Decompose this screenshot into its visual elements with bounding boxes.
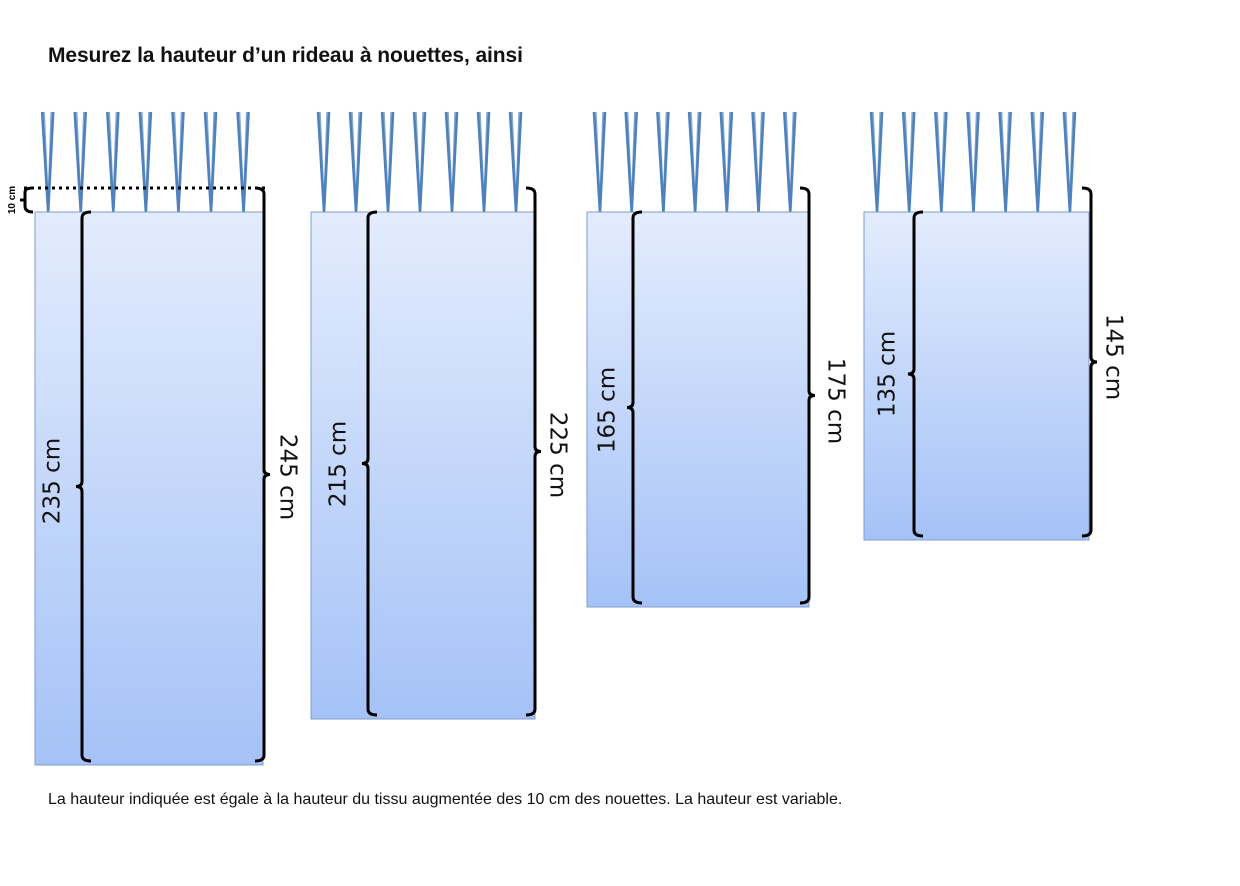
fabric-height-label: 165 cm [595, 367, 621, 453]
curtain-fabric [863, 211, 1090, 541]
tab-loop-inner [1065, 111, 1074, 203]
curtain-tabs [869, 111, 1077, 213]
tab-loop-inner [383, 111, 392, 203]
fabric-height-bracket [626, 210, 643, 605]
curtain-fabric [34, 211, 264, 766]
curtain-tabs [316, 111, 523, 213]
tab-loop-inner [76, 111, 85, 203]
tab-height-marker: 10 cm [7, 186, 265, 214]
fabric-height-label: 235 cm [40, 438, 66, 524]
fabric-height-bracket [907, 210, 924, 538]
caption-text: La hauteur indiquée est égale à la haute… [48, 791, 843, 808]
tab-loop-inner [936, 111, 946, 203]
tab-loop-inner [722, 111, 731, 203]
curtain-1: 235 cm 245 cm [34, 111, 301, 766]
tab-loop-inner [753, 111, 763, 203]
fabric-height-bracket [361, 210, 378, 717]
curtain-fabric [310, 211, 536, 720]
curtain-2: 215 cm 225 cm [310, 111, 571, 720]
total-height-bracket [799, 186, 816, 605]
tab-loop-inner [904, 111, 913, 203]
tab-loop-inner [511, 111, 520, 203]
tab-loop-inner [968, 111, 978, 203]
tab-height-label: 10 cm [7, 186, 18, 214]
tab-loop-inner [141, 111, 150, 203]
tab-loop-inner [1000, 111, 1010, 203]
tab-loop-inner [626, 111, 636, 203]
tab-loop-inner [785, 111, 794, 203]
fabric-height-label: 215 cm [326, 421, 352, 507]
tab-loop-inner [595, 111, 604, 203]
tab-loop-inner [1033, 111, 1042, 203]
tab-loop-inner [415, 111, 424, 203]
curtain-tabs [592, 111, 797, 213]
total-height-bracket [254, 186, 271, 763]
tab-loop-inner [872, 111, 881, 203]
total-height-bracket [525, 186, 542, 717]
tab-loop-inner [319, 111, 328, 203]
curtain-fabric [586, 211, 810, 608]
tab-loop-inner [173, 111, 183, 203]
tab-loop-inner [690, 111, 699, 203]
fabric-height-label: 135 cm [875, 331, 901, 417]
total-height-bracket [1081, 186, 1098, 538]
tab-loop-inner [43, 111, 52, 203]
curtain-3: 165 cm 175 cm [586, 111, 849, 608]
tab-loop-inner [351, 111, 360, 203]
curtain-tabs [40, 111, 250, 213]
total-height-label: 145 cm [1101, 314, 1127, 400]
curtain-4: 135 cm 145 cm [863, 111, 1127, 541]
tab-loop-inner [479, 111, 488, 203]
tab-loop-inner [206, 111, 215, 203]
page-title: Mesurez la hauteur d’un rideau à nouette… [48, 44, 523, 67]
total-height-label: 225 cm [545, 412, 571, 498]
fabric-height-bracket [75, 210, 92, 763]
tab-loop-inner [447, 111, 456, 203]
tab-loop-inner [658, 111, 668, 203]
tab-loop-inner [108, 111, 118, 203]
total-height-label: 175 cm [823, 358, 849, 444]
total-height-label: 245 cm [275, 434, 301, 520]
tab-loop-inner [238, 111, 248, 203]
